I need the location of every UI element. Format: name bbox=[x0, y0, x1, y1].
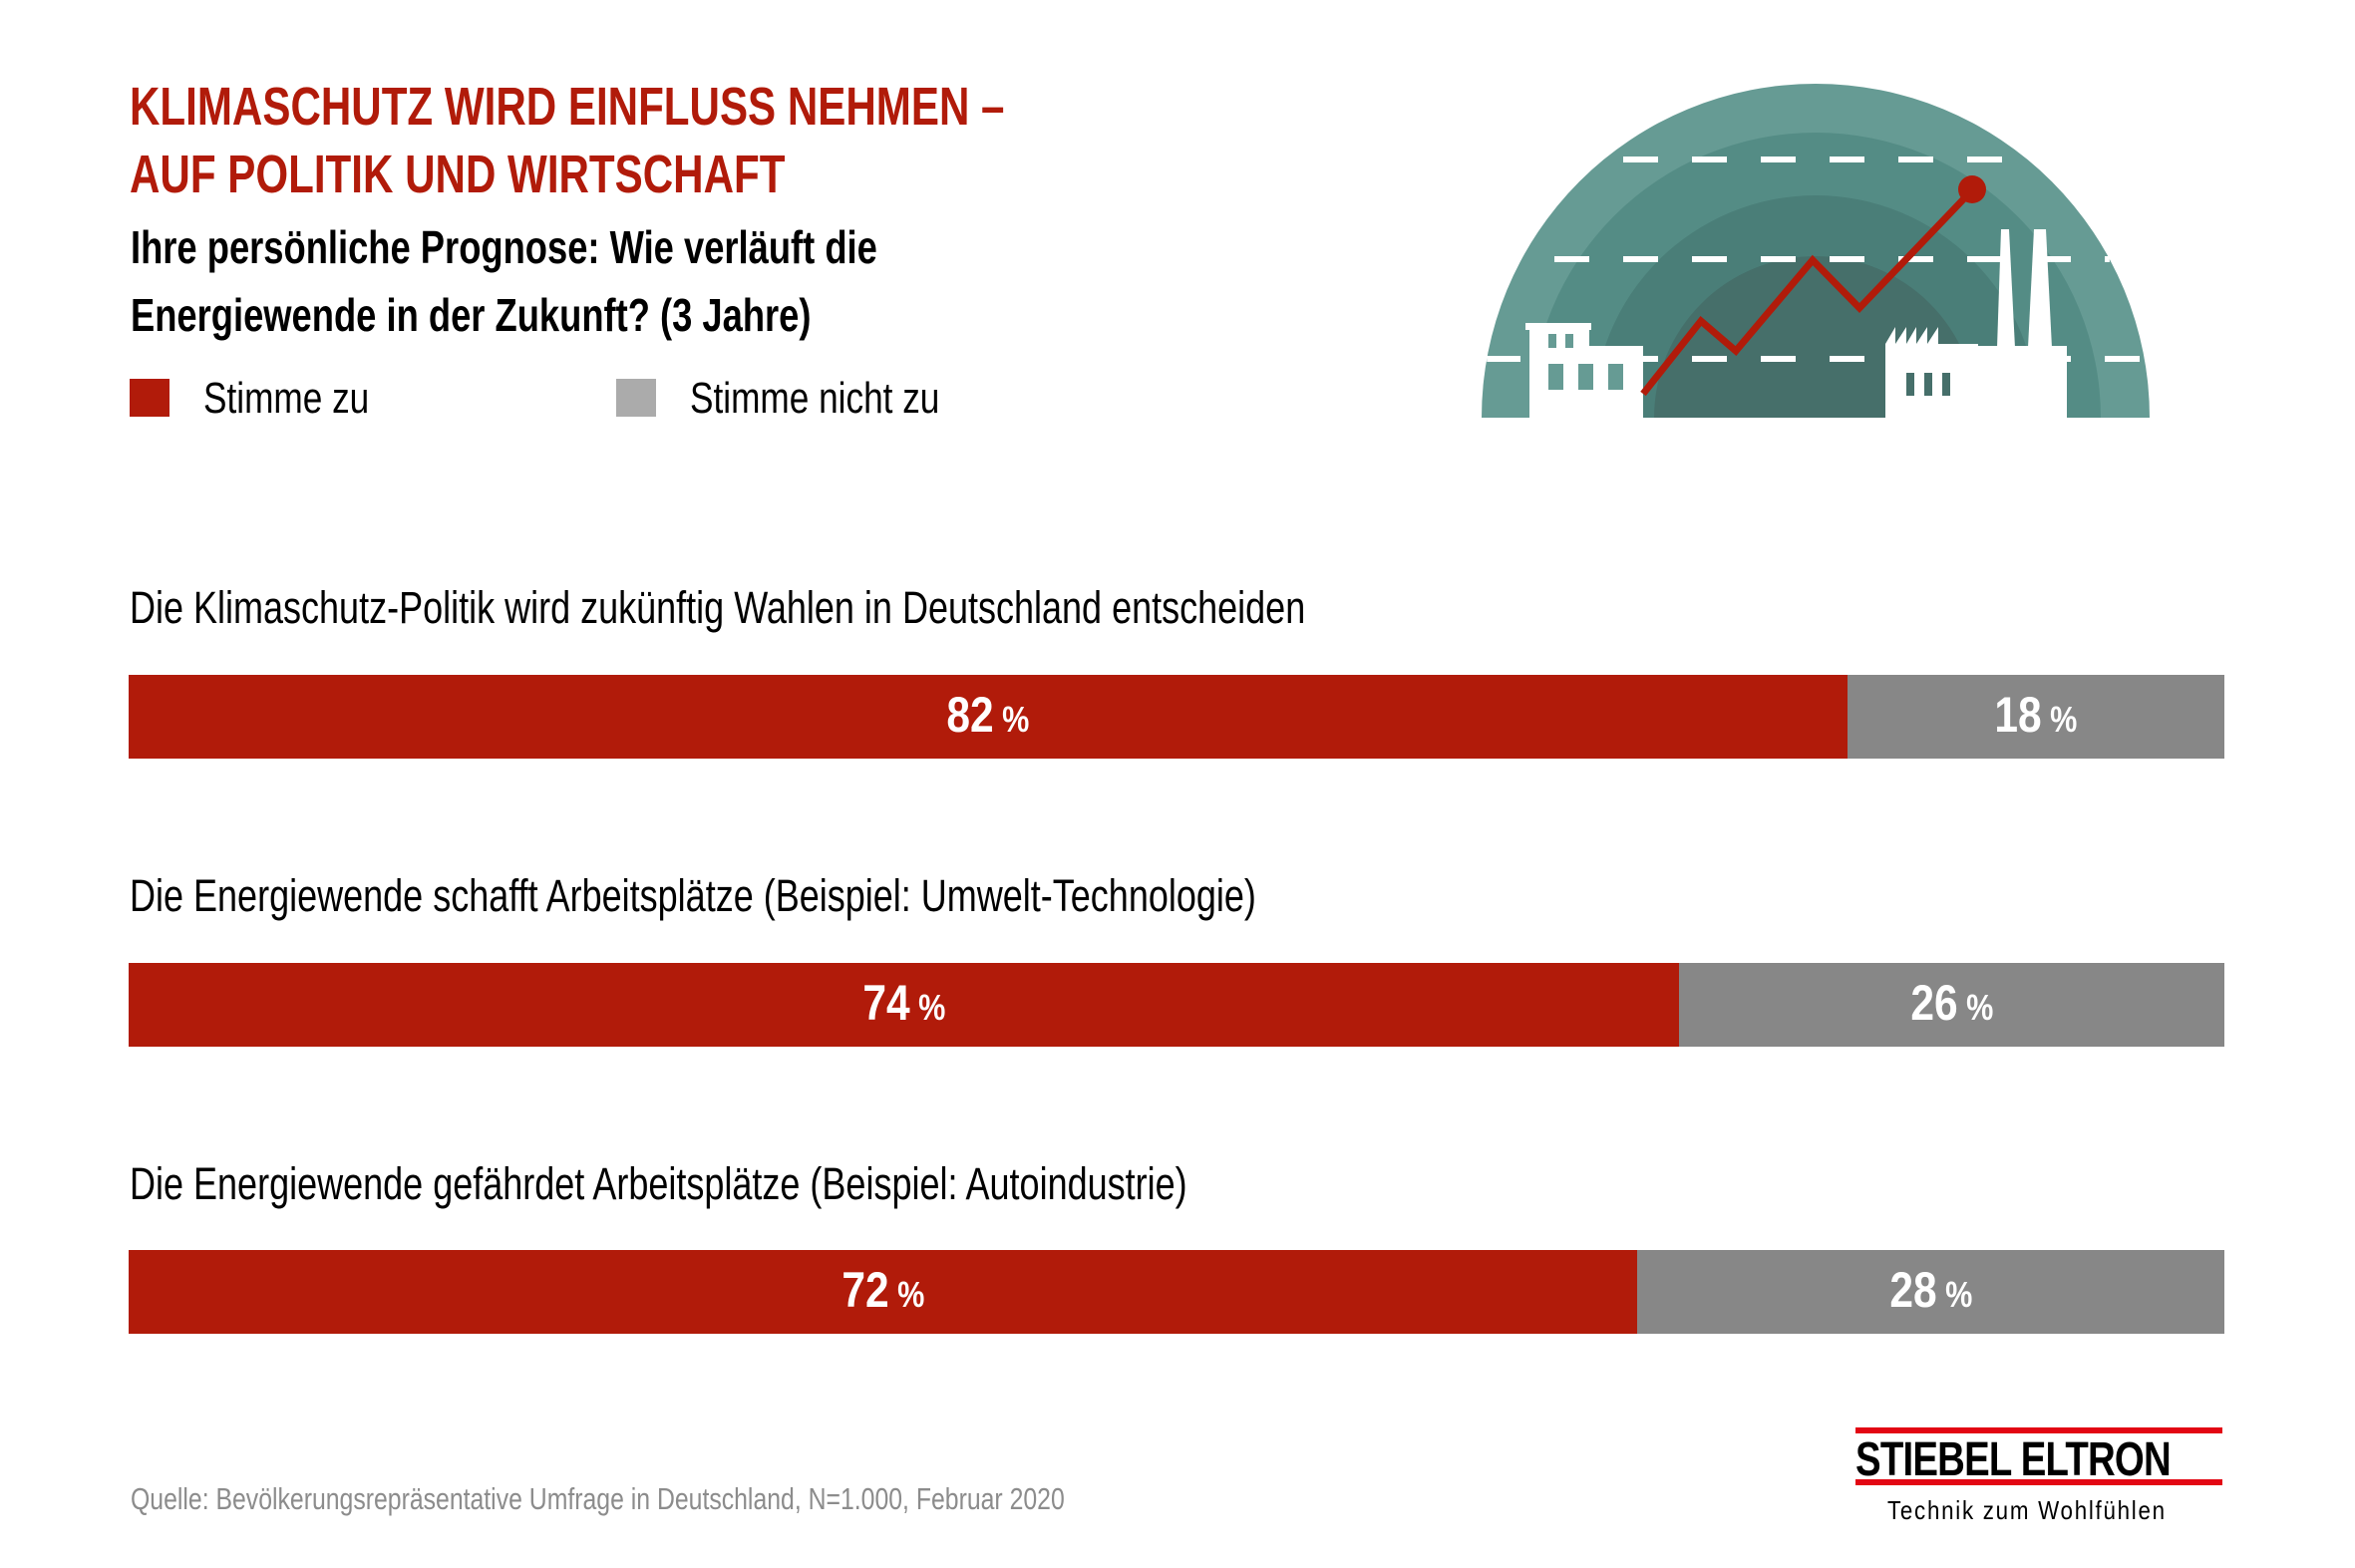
subtitle-line-2: Energiewende in der Zukunft? (3 Jahre) bbox=[131, 289, 812, 341]
data-label-agree: 82% bbox=[946, 686, 1030, 743]
factory-windows bbox=[1906, 373, 1950, 396]
bar-segment-disagree: 28% bbox=[1637, 1250, 2224, 1334]
data-label-disagree: 28% bbox=[1888, 1261, 1972, 1318]
stacked-bar: 72% 28% bbox=[129, 1250, 2224, 1334]
stiebel-eltron-logo: STIEBEL ELTRON Technik zum Wohlfühlen bbox=[1855, 1427, 2222, 1527]
logo-top-rule bbox=[1855, 1427, 2222, 1433]
gridline-dash bbox=[1623, 157, 1658, 162]
stacked-bar: 82% 18% bbox=[129, 675, 2224, 759]
gridline-dash bbox=[1623, 256, 1658, 262]
gridline-dash bbox=[2105, 356, 2140, 362]
logo-bottom-rule bbox=[1855, 1479, 2222, 1485]
gridline-dash bbox=[1830, 157, 1864, 162]
gridline-dash bbox=[2036, 256, 2071, 262]
trend-end-dot bbox=[1958, 175, 1986, 203]
gridline-dash bbox=[1554, 256, 1589, 262]
gridline-dash bbox=[1898, 256, 1933, 262]
source-note: Quelle: Bevölkerungsrepräsentative Umfra… bbox=[131, 1481, 1065, 1516]
bar-segment-disagree: 26% bbox=[1679, 963, 2224, 1047]
gridline-dash bbox=[1830, 256, 1864, 262]
legend-label: Stimme zu bbox=[203, 374, 370, 423]
bar-segment-agree: 82% bbox=[129, 675, 1848, 759]
data-label-agree: 72% bbox=[841, 1261, 924, 1318]
title-line-1: KLIMASCHUTZ WIRD EINFLUSS NEHMEN – bbox=[130, 77, 1005, 137]
gridline-dash bbox=[1761, 256, 1796, 262]
data-label-disagree: 26% bbox=[1909, 974, 1993, 1031]
question-label: Die Energiewende schafft Arbeitsplätze (… bbox=[130, 870, 1256, 921]
question-label: Die Energiewende gefährdet Arbeitsplätze… bbox=[130, 1158, 1187, 1209]
gridline-dash bbox=[1830, 356, 1864, 362]
gridline-dash bbox=[1967, 157, 2002, 162]
gridline-dash bbox=[2105, 256, 2110, 262]
trend-line bbox=[1640, 192, 1970, 397]
factory-growth-chart-illustration-icon bbox=[1482, 84, 2150, 419]
legend-label: Stimme nicht zu bbox=[690, 374, 940, 423]
red-square-icon bbox=[130, 379, 169, 417]
gridline-dash bbox=[1761, 157, 1796, 162]
logo-tagline: Technik zum Wohlfühlen bbox=[1887, 1495, 2167, 1525]
data-label-agree: 74% bbox=[861, 974, 945, 1031]
gray-square-icon bbox=[616, 379, 656, 417]
gridline-dash bbox=[1692, 256, 1727, 262]
gridline-dash bbox=[1898, 157, 1933, 162]
logo-wordmark: STIEBEL ELTRON bbox=[1855, 1433, 2172, 1486]
gridline-dash bbox=[1487, 356, 1520, 362]
bar-segment-disagree: 18% bbox=[1848, 675, 2224, 759]
data-label-disagree: 18% bbox=[1994, 686, 2078, 743]
factory-icon bbox=[1885, 229, 2067, 419]
gridline-dash bbox=[1692, 356, 1727, 362]
question-label: Die Klimaschutz-Politik wird zukünftig W… bbox=[130, 582, 1306, 633]
building-windows bbox=[1548, 334, 1623, 390]
bar-segment-agree: 72% bbox=[129, 1250, 1637, 1334]
stacked-bar: 74% 26% bbox=[129, 963, 2224, 1047]
subtitle-line-1: Ihre persönliche Prognose: Wie verläuft … bbox=[131, 221, 877, 273]
title-line-2: AUF POLITIK UND WIRTSCHAFT bbox=[130, 145, 786, 204]
gridline-dash bbox=[1761, 356, 1796, 362]
bar-segment-agree: 74% bbox=[129, 963, 1679, 1047]
gridline-dash bbox=[1692, 157, 1727, 162]
gridline-dash bbox=[1967, 256, 2002, 262]
